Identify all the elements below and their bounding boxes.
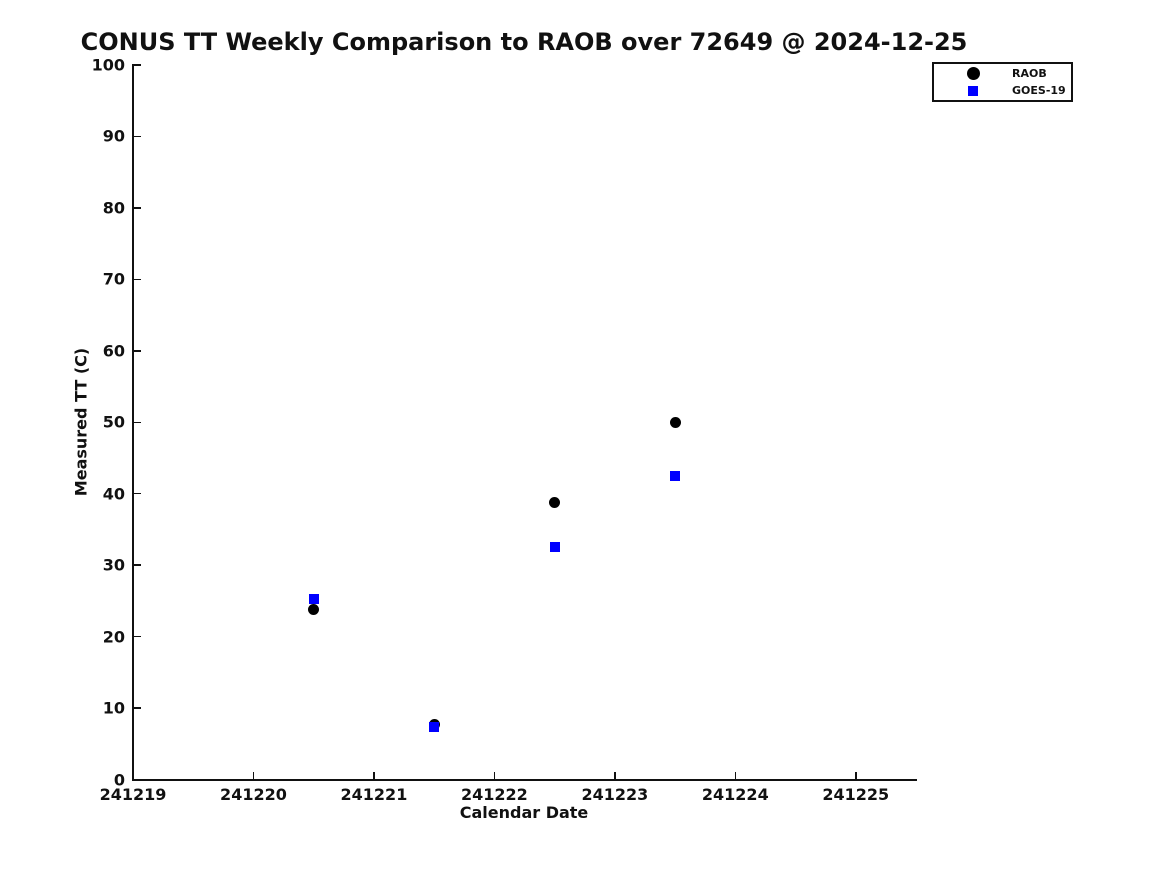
y-tick-label: 40 (102, 484, 125, 504)
x-tick (373, 772, 375, 779)
y-tick-label: 90 (102, 126, 125, 146)
legend-label: GOES-19 (1012, 84, 1066, 98)
x-tick-label: 241219 (99, 785, 167, 804)
x-tick-label: 241224 (701, 785, 769, 804)
y-tick-label: 0 (113, 770, 125, 789)
y-tick (134, 492, 141, 495)
y-tick (134, 707, 141, 709)
data-point-goes-19 (549, 541, 560, 552)
y-tick-label: 10 (102, 698, 125, 718)
y-tick (134, 635, 141, 638)
y-tick (134, 207, 141, 209)
data-point-raob (669, 416, 681, 428)
x-tick-label: 241220 (220, 785, 287, 804)
data-point-goes-19 (670, 470, 681, 481)
legend-marker-cell (934, 85, 1012, 96)
legend-item-raob: RAOB (934, 65, 1071, 81)
data-point-raob (549, 496, 561, 508)
x-tick-label: 241223 (581, 785, 649, 804)
x-tick-label: 241221 (340, 785, 408, 804)
y-tick (134, 564, 141, 566)
y-tick (134, 135, 141, 138)
chart-title: CONUS TT Weekly Comparison to RAOB over … (80, 28, 968, 56)
x-tick-label: 241222 (460, 785, 528, 804)
square-marker-icon (968, 85, 978, 96)
y-tick (134, 778, 141, 781)
x-tick (252, 772, 255, 779)
x-tick (132, 772, 134, 779)
y-axis-spine (132, 64, 134, 781)
y-tick-label: 60 (102, 341, 125, 361)
y-tick-label: 50 (102, 412, 125, 432)
data-point-goes-19 (429, 722, 440, 733)
x-tick (734, 772, 737, 779)
legend-item-goes-19: GOES-19 (934, 83, 1071, 99)
data-point-goes-19 (308, 594, 319, 605)
x-tick (614, 772, 616, 779)
y-tick-label: 100 (91, 55, 125, 75)
y-tick (134, 278, 141, 281)
x-axis-label: Calendar Date (459, 803, 589, 822)
x-axis-spine (132, 779, 917, 781)
data-point-raob (308, 603, 320, 615)
y-tick-label: 30 (102, 555, 125, 575)
legend-marker-cell (934, 66, 1012, 80)
y-tick (134, 64, 141, 66)
y-tick (134, 350, 141, 352)
legend-label: RAOB (1012, 66, 1047, 80)
x-tick-label: 241225 (822, 785, 890, 804)
y-tick-label: 20 (102, 627, 125, 647)
x-tick (493, 772, 496, 779)
x-tick (855, 772, 857, 779)
circle-marker-icon (966, 66, 980, 80)
y-tick-label: 80 (102, 198, 125, 218)
y-tick-label: 70 (102, 269, 125, 289)
legend: RAOB GOES-19 (932, 62, 1073, 102)
y-axis-label: Measured TT (C) (71, 347, 91, 497)
y-tick (134, 421, 141, 423)
